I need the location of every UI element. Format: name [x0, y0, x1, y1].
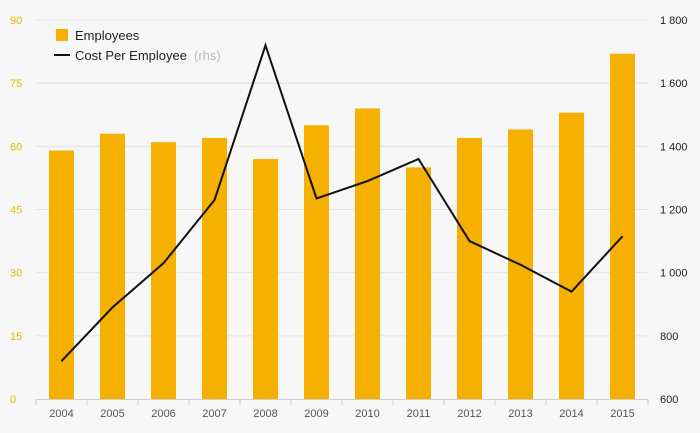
left-tick-label: 75 [10, 78, 22, 90]
x-tick-label: 2013 [508, 408, 532, 420]
cost-point-2014 [571, 291, 572, 293]
bar-2015 [610, 53, 635, 399]
cost-point-2007 [214, 199, 215, 201]
bar-2012 [457, 137, 482, 399]
bar-2008 [253, 158, 278, 399]
bar-2007 [202, 137, 227, 399]
cost-point-2005 [112, 306, 113, 308]
legend: Employees Cost Per Employee (rhs) [54, 28, 221, 64]
right-axis-ticks: 600 800 1 000 1 200 1 400 1 600 1 800 [660, 15, 688, 406]
legend-label-cost-suffix: (rhs) [194, 48, 221, 63]
x-tick-label: 2007 [202, 408, 226, 420]
x-tick-label: 2008 [253, 408, 277, 420]
right-tick-label: 1 000 [660, 268, 688, 280]
x-tick-label: 2015 [610, 408, 634, 420]
cost-per-employee-line [60, 42, 624, 362]
cost-point-2008 [265, 44, 266, 46]
right-tick-label: 1 200 [660, 205, 688, 217]
bar-2011 [406, 167, 431, 399]
right-tick-label: 1 800 [660, 15, 688, 27]
left-tick-label: 0 [10, 394, 16, 406]
bar-2009 [304, 125, 329, 400]
x-axis: 2004 2005 2006 2007 2008 2009 2010 2011 2012 2013… [35, 399, 649, 420]
left-tick-label: 15 [10, 331, 22, 343]
cost-point-2011 [418, 158, 419, 160]
right-tick-label: 1 600 [660, 78, 688, 90]
bar-2004 [49, 150, 74, 399]
cost-point-2010 [367, 180, 368, 182]
cost-point-2012 [469, 240, 470, 242]
x-tick-label: 2004 [49, 408, 73, 420]
legend-swatch-employees [56, 29, 68, 41]
cost-point-2004 [61, 360, 62, 362]
left-axis-ticks: 0 15 30 45 60 75 90 [10, 15, 22, 406]
left-tick-label: 90 [10, 15, 22, 27]
bar-2005 [100, 133, 125, 399]
legend-label-employees: Employees [75, 28, 140, 43]
cost-point-2006 [163, 262, 164, 264]
left-tick-label: 45 [10, 205, 22, 217]
x-tick-label: 2012 [457, 408, 481, 420]
x-tick-label: 2014 [559, 408, 583, 420]
cost-line-layer [60, 42, 624, 362]
right-tick-label: 600 [660, 394, 678, 406]
legend-label-cost: Cost Per Employee [75, 48, 187, 63]
x-tick-label: 2011 [407, 408, 431, 420]
bar-2010 [355, 108, 380, 399]
cost-point-2009 [316, 197, 317, 199]
bar-2014 [559, 112, 584, 400]
grid-lines [36, 19, 648, 337]
x-tick-label: 2005 [100, 408, 124, 420]
cost-point-2013 [520, 264, 521, 266]
cost-point-2015 [622, 235, 623, 237]
x-tick-label: 2006 [151, 408, 175, 420]
x-tick-label: 2009 [304, 408, 328, 420]
left-tick-label: 30 [10, 268, 22, 280]
right-tick-label: 1 400 [660, 141, 688, 153]
left-tick-label: 60 [10, 141, 22, 153]
employee-bars [49, 53, 635, 400]
legend-label-cost-group: Cost Per Employee (rhs) [75, 47, 221, 64]
right-tick-label: 800 [660, 331, 678, 343]
x-tick-label: 2010 [355, 408, 379, 420]
